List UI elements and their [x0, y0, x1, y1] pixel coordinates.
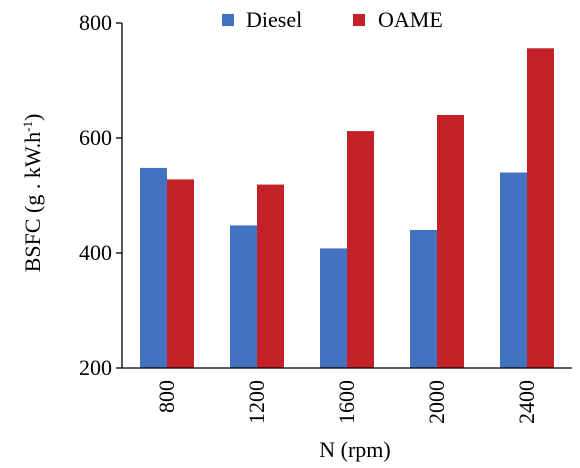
x-tick-label-1600: 1600	[334, 380, 359, 424]
bar-diesel-1200	[230, 225, 257, 368]
y-tick-label-800: 800	[79, 10, 112, 35]
y-axis-title-superscript: -1	[20, 121, 35, 132]
y-tick-label-200: 200	[79, 355, 112, 380]
y-axis-title-main: BSFC (g . kW.h	[20, 132, 45, 272]
legend: Diesel OAME	[222, 7, 443, 32]
bar-diesel-2400	[500, 172, 527, 368]
legend-swatch-diesel	[222, 14, 234, 26]
legend-swatch-oame	[353, 14, 365, 26]
x-axis-title: N (rpm)	[319, 437, 390, 462]
y-tick-label-400: 400	[79, 240, 112, 265]
bar-oame-2400	[527, 48, 554, 369]
legend-label-diesel: Diesel	[246, 7, 302, 32]
x-tick-label-1200: 1200	[244, 380, 269, 424]
bar-diesel-800	[140, 167, 167, 368]
axes-layer: 200 400 600 800 800 1200 1600 2000 2400	[79, 10, 572, 424]
bar-diesel-1600	[320, 248, 347, 368]
bar-oame-1600	[347, 131, 374, 368]
legend-label-oame: OAME	[378, 7, 443, 32]
bar-oame-1200	[257, 184, 284, 368]
y-axis-title: BSFC (g . kW.h-1)	[20, 114, 45, 273]
bar-diesel-2000	[410, 230, 437, 368]
y-axis-title-suffix: )	[20, 114, 45, 121]
bars-layer	[140, 48, 554, 369]
x-tick-label-800: 800	[154, 380, 179, 413]
x-tick-label-2000: 2000	[424, 380, 449, 424]
x-tick-label-2400: 2400	[514, 380, 539, 424]
bar-oame-2000	[437, 115, 464, 368]
y-tick-label-600: 600	[79, 125, 112, 150]
bar-oame-800	[167, 179, 194, 368]
